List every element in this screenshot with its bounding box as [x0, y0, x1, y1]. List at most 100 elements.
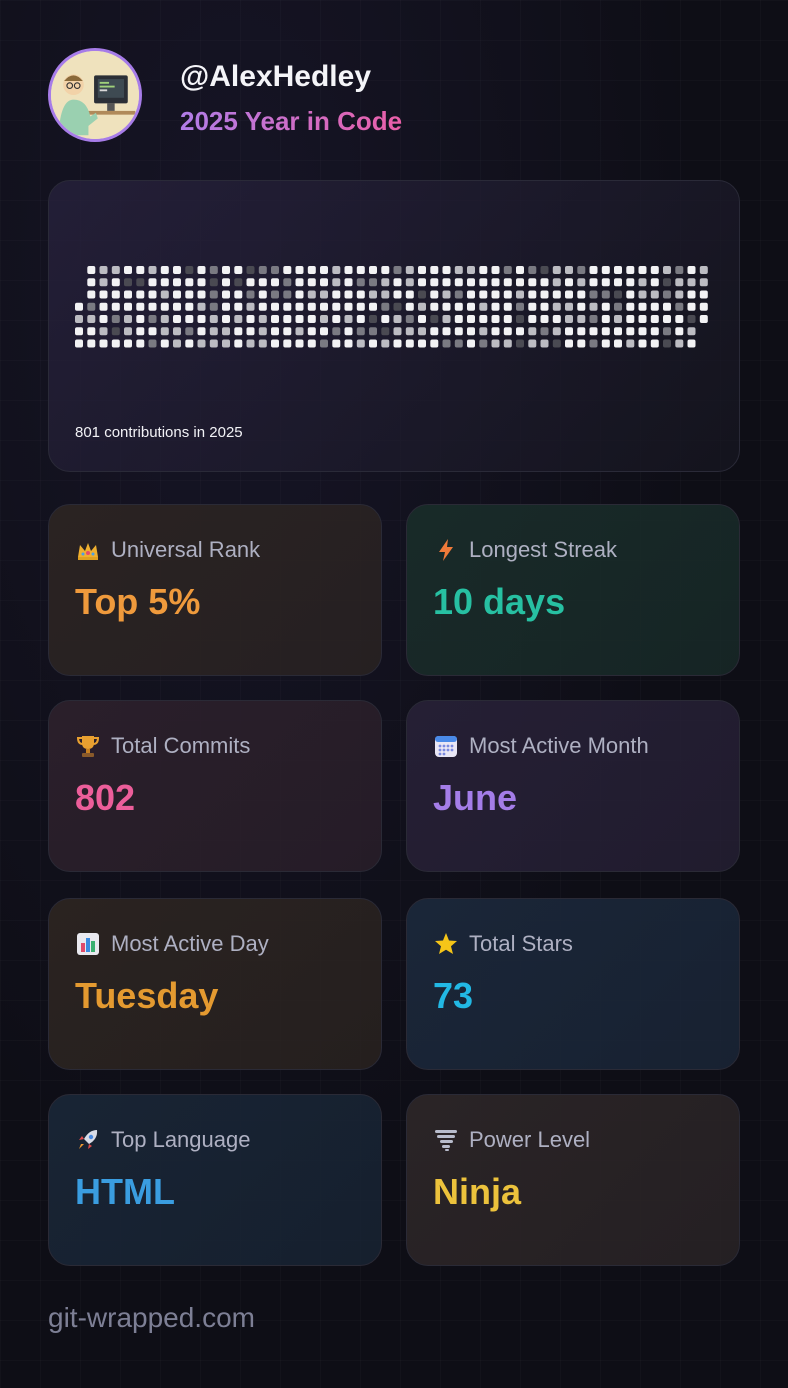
contribution-day-cell	[601, 266, 610, 274]
contribution-day-cell	[430, 302, 439, 311]
contribution-day-cell	[405, 302, 414, 311]
contribution-day-cell	[699, 315, 708, 323]
contribution-day-cell	[565, 302, 573, 311]
contribution-day-cell	[344, 327, 353, 336]
stat-card-power-level: Power Level Ninja	[406, 1094, 740, 1266]
contribution-day-cell	[663, 290, 671, 299]
contribution-day-cell	[601, 315, 610, 323]
contribution-day-cell	[344, 290, 353, 299]
contribution-day-cell	[185, 327, 194, 336]
stat-value: 73	[433, 975, 474, 1016]
contribution-day-cell	[246, 278, 255, 287]
contribution-day-cell	[540, 302, 549, 311]
contribution-day-cell	[160, 327, 169, 336]
contribution-day-cell	[626, 290, 635, 299]
contribution-day-cell	[650, 302, 659, 311]
contribution-day-cell	[479, 327, 488, 336]
contribution-day-cell	[442, 315, 451, 323]
contribution-day-cell	[430, 339, 439, 348]
contribution-day-cell	[663, 327, 671, 336]
contribution-day-cell	[136, 315, 145, 323]
contribution-day-cell	[516, 266, 524, 274]
stat-label-text: Universal Rank	[111, 537, 261, 562]
contribution-day-cell	[675, 290, 684, 299]
contribution-day-cell	[479, 315, 488, 323]
contribution-day-cell	[283, 302, 292, 311]
contribution-day-cell	[430, 266, 439, 274]
contribution-day-cell	[503, 315, 512, 323]
contribution-day-cell	[344, 339, 353, 348]
stat-card-universal-rank: Universal Rank Top 5%	[48, 504, 382, 676]
stat-value: June	[433, 777, 518, 818]
contribution-day-cell	[99, 339, 108, 348]
contribution-day-cell	[356, 266, 365, 274]
contribution-day-cell	[393, 290, 402, 299]
contribution-day-cell	[173, 327, 181, 336]
contribution-day-cell	[491, 266, 500, 274]
contribution-day-cell	[626, 266, 635, 274]
contribution-day-cell	[565, 315, 573, 323]
contribution-day-cell	[393, 339, 402, 348]
contribution-day-cell	[87, 290, 96, 299]
contribution-day-cell	[650, 315, 659, 323]
contribution-day-cell	[332, 315, 341, 323]
contribution-day-cell	[160, 290, 169, 299]
contribution-day-cell	[503, 266, 512, 274]
contribution-heatmap	[75, 266, 708, 348]
stat-value: 802	[75, 777, 136, 818]
contribution-day-cell	[185, 290, 194, 299]
stat-value: HTML	[75, 1171, 175, 1212]
contribution-day-cell	[699, 266, 708, 274]
contribution-day-cell	[467, 278, 475, 287]
stat-label: Most Active Month	[433, 733, 649, 759]
contribution-day-cell	[124, 302, 132, 311]
contribution-day-cell	[320, 266, 328, 274]
contribution-day-cell	[246, 327, 255, 336]
contribution-day-cell	[699, 302, 708, 311]
stat-value: Ninja	[433, 1171, 522, 1212]
contribution-day-cell	[650, 278, 659, 287]
contribution-day-cell	[307, 339, 316, 348]
contribution-day-cell	[528, 290, 537, 299]
stat-label: Total Stars	[433, 931, 573, 957]
stat-card-top-language: Top Language HTML	[48, 1094, 382, 1266]
contribution-day-cell	[638, 315, 647, 323]
contribution-day-cell	[626, 315, 635, 323]
contribution-day-cell	[418, 315, 426, 323]
page-subtitle: 2025 Year in Code	[180, 106, 403, 136]
contribution-day-cell	[222, 302, 230, 311]
rocket-icon	[75, 1127, 101, 1153]
contribution-day-cell	[393, 278, 402, 287]
contribution-day-cell	[516, 290, 524, 299]
contribution-day-cell	[148, 266, 157, 274]
stat-label-text: Total Commits	[111, 733, 251, 758]
contribution-day-cell	[111, 315, 120, 323]
contribution-day-cell	[369, 315, 377, 323]
star-icon	[433, 931, 459, 957]
contribution-day-cell	[197, 339, 206, 348]
contribution-day-cell	[111, 290, 120, 299]
contribution-day-cell	[209, 327, 218, 336]
contribution-day-cell	[356, 290, 365, 299]
contribution-day-cell	[687, 339, 696, 348]
contribution-day-cell	[516, 339, 524, 348]
contribution-day-cell	[87, 302, 96, 311]
contribution-day-cell	[687, 315, 696, 323]
contribution-day-cell	[577, 315, 586, 323]
contribution-day-cell	[393, 266, 402, 274]
contribution-day-cell	[614, 327, 622, 336]
contribution-day-cell	[442, 290, 451, 299]
contribution-day-cell	[638, 339, 647, 348]
contribution-day-cell	[381, 278, 390, 287]
contribution-day-cell	[332, 278, 341, 287]
contribution-day-cell	[663, 339, 671, 348]
contribution-day-cell	[283, 278, 292, 287]
stat-label-text: Longest Streak	[469, 537, 617, 562]
contribution-day-cell	[136, 278, 145, 287]
contribution-day-cell	[209, 302, 218, 311]
contribution-day-cell	[699, 278, 708, 287]
contribution-day-cell	[295, 339, 304, 348]
trophy-icon	[75, 733, 101, 759]
contribution-day-cell	[418, 339, 426, 348]
contribution-day-cell	[381, 339, 390, 348]
